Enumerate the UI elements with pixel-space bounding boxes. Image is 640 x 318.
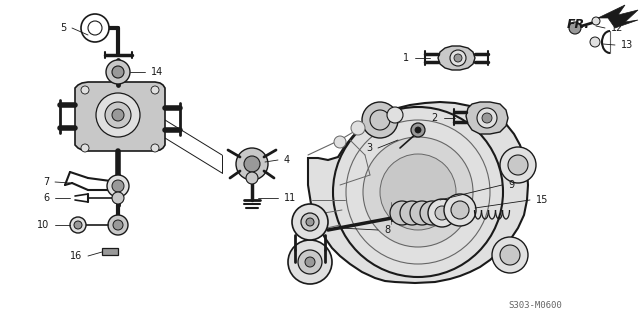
Circle shape xyxy=(428,199,456,227)
Circle shape xyxy=(590,37,600,47)
Circle shape xyxy=(70,217,86,233)
Circle shape xyxy=(411,123,425,137)
Circle shape xyxy=(74,221,82,229)
Text: 6: 6 xyxy=(43,193,49,203)
Circle shape xyxy=(288,240,332,284)
Text: 9: 9 xyxy=(508,180,514,190)
Circle shape xyxy=(482,113,492,123)
Polygon shape xyxy=(75,82,165,151)
Circle shape xyxy=(112,66,124,78)
Circle shape xyxy=(108,215,128,235)
Circle shape xyxy=(112,109,124,121)
Circle shape xyxy=(334,136,346,148)
Circle shape xyxy=(81,144,89,152)
Circle shape xyxy=(81,14,109,42)
Text: 7: 7 xyxy=(43,177,49,187)
Text: 15: 15 xyxy=(536,195,548,205)
Circle shape xyxy=(492,237,528,273)
Text: FR.: FR. xyxy=(567,17,590,31)
Circle shape xyxy=(410,201,434,225)
Text: 4: 4 xyxy=(284,155,290,165)
Circle shape xyxy=(415,127,421,133)
Text: 1: 1 xyxy=(403,53,409,63)
Circle shape xyxy=(236,148,268,180)
Circle shape xyxy=(592,17,600,25)
Circle shape xyxy=(301,213,319,231)
Polygon shape xyxy=(308,102,528,283)
Circle shape xyxy=(370,110,390,130)
Text: 5: 5 xyxy=(60,23,66,33)
Circle shape xyxy=(362,102,398,138)
Text: 11: 11 xyxy=(284,193,296,203)
Circle shape xyxy=(420,201,444,225)
Text: 16: 16 xyxy=(70,251,82,261)
Circle shape xyxy=(400,201,424,225)
Circle shape xyxy=(390,201,414,225)
Circle shape xyxy=(346,120,490,264)
Circle shape xyxy=(351,121,365,135)
Circle shape xyxy=(112,180,124,192)
Polygon shape xyxy=(102,248,118,255)
Circle shape xyxy=(306,218,314,226)
Circle shape xyxy=(569,22,581,34)
Text: 14: 14 xyxy=(151,67,163,77)
Text: S303-M0600: S303-M0600 xyxy=(508,301,562,309)
Text: 12: 12 xyxy=(611,23,623,33)
Circle shape xyxy=(435,206,449,220)
Circle shape xyxy=(500,147,536,183)
Text: 2: 2 xyxy=(432,113,438,123)
Circle shape xyxy=(333,107,503,277)
Circle shape xyxy=(88,21,102,35)
Circle shape xyxy=(450,50,466,66)
Circle shape xyxy=(508,155,528,175)
Circle shape xyxy=(81,86,89,94)
Circle shape xyxy=(246,172,258,184)
Circle shape xyxy=(298,250,322,274)
Circle shape xyxy=(292,204,328,240)
Circle shape xyxy=(444,194,476,226)
Circle shape xyxy=(380,154,456,230)
Circle shape xyxy=(106,60,130,84)
Circle shape xyxy=(96,93,140,137)
Circle shape xyxy=(451,201,469,219)
Text: 3: 3 xyxy=(366,143,372,153)
Circle shape xyxy=(500,245,520,265)
Polygon shape xyxy=(438,46,475,70)
Circle shape xyxy=(244,156,260,172)
Circle shape xyxy=(477,108,497,128)
Circle shape xyxy=(305,257,315,267)
Circle shape xyxy=(387,107,403,123)
Circle shape xyxy=(107,175,129,197)
Text: 13: 13 xyxy=(621,40,633,50)
Polygon shape xyxy=(466,102,508,134)
Circle shape xyxy=(151,86,159,94)
Polygon shape xyxy=(598,5,638,28)
Circle shape xyxy=(105,102,131,128)
Circle shape xyxy=(113,220,123,230)
Text: 10: 10 xyxy=(36,220,49,230)
Circle shape xyxy=(112,192,124,204)
Circle shape xyxy=(363,137,473,247)
Text: 8: 8 xyxy=(384,225,390,235)
Circle shape xyxy=(151,144,159,152)
Circle shape xyxy=(454,54,462,62)
